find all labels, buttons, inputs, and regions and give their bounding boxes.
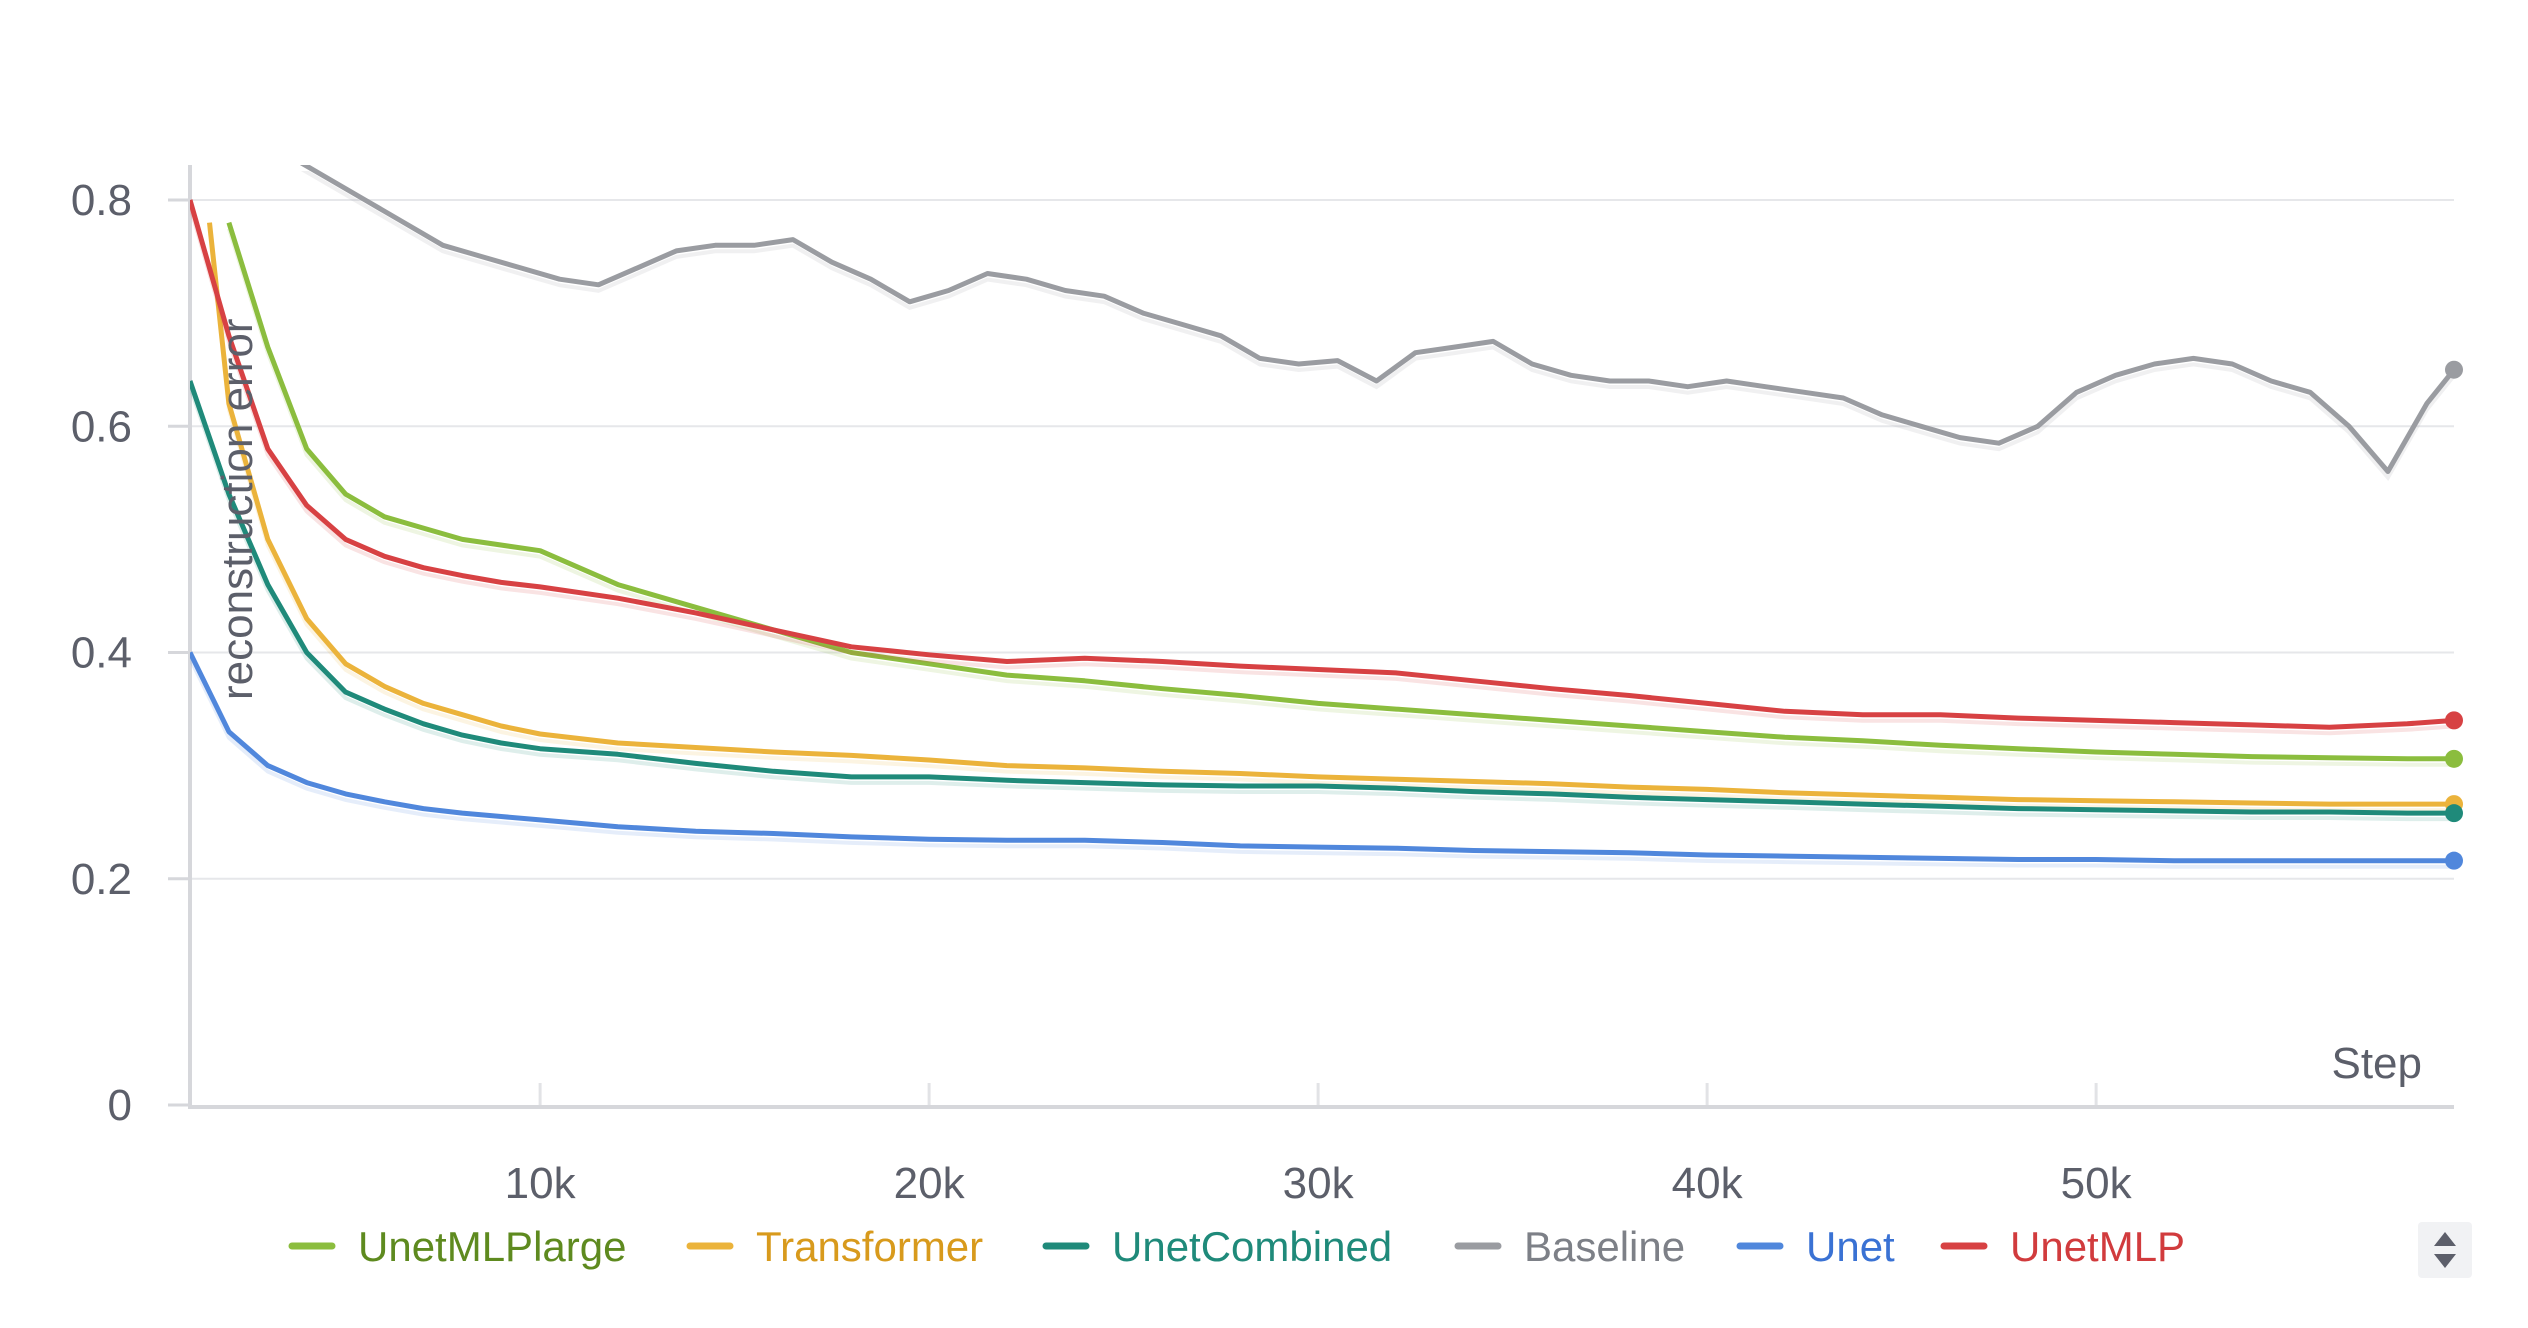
series-raw-transformer <box>207 228 2454 813</box>
y-axis-title: reconstruction error <box>213 319 262 700</box>
series-raw-unetmlp <box>190 205 2455 736</box>
series-raw-unet <box>190 657 2454 869</box>
series-raw-baseline <box>300 171 2456 481</box>
series-endpoint-unet[interactable] <box>2445 851 2463 870</box>
series-raw-unetcombined <box>190 386 2454 822</box>
scroll-down-icon[interactable] <box>2434 1254 2456 1268</box>
series-line-transformer[interactable] <box>207 222 2455 807</box>
gridlines <box>190 199 2454 880</box>
x-axis: 10k 20k 30k 40k 50k <box>190 1083 2454 1208</box>
series-endpoint-baseline[interactable] <box>2445 360 2463 379</box>
legend-scroll-box[interactable] <box>2418 1222 2472 1278</box>
x-tick-label: 30k <box>1283 1159 1355 1208</box>
legend-item-unetcombined[interactable]: UnetCombined <box>1042 1223 1392 1270</box>
legend-label: Baseline <box>1524 1223 1685 1270</box>
y-tick-label: 0.4 <box>71 629 132 678</box>
legend-label: Transformer <box>756 1223 983 1270</box>
legend-label: UnetCombined <box>1112 1223 1392 1270</box>
legend-label: UnetMLP <box>2010 1223 2185 1270</box>
series-lines <box>190 155 2456 869</box>
legend-label: UnetMLPlarge <box>358 1223 626 1270</box>
series-line-unet[interactable] <box>190 651 2454 864</box>
legend-item-transformer[interactable]: Transformer <box>686 1223 983 1270</box>
legend-scroll-control[interactable] <box>2418 1222 2472 1278</box>
legend-item-unetmlplarge[interactable]: UnetMLPlarge <box>288 1223 626 1270</box>
series-line-unetcombined[interactable] <box>190 380 2454 816</box>
legend: UnetMLPlarge Transformer UnetCombined Basel… <box>288 1223 2185 1270</box>
x-tick-label: 20k <box>894 1159 966 1208</box>
series-endpoints <box>2445 360 2463 870</box>
legend-item-unet[interactable]: Unet <box>1736 1223 1895 1270</box>
y-tick-label: 0.6 <box>71 402 132 451</box>
legend-item-baseline[interactable]: Baseline <box>1454 1223 1685 1270</box>
series-line-unetmlp[interactable] <box>190 199 2455 730</box>
x-tick-label: 40k <box>1672 1159 1744 1208</box>
y-tick-label: 0.2 <box>71 855 132 904</box>
series-endpoint-unetmlplarge[interactable] <box>2445 749 2463 768</box>
series-raw-unetmlplarge <box>226 228 2454 767</box>
y-tick-label: 0.8 <box>71 176 132 225</box>
legend-item-unetmlp[interactable]: UnetMLP <box>1940 1223 2185 1270</box>
y-axis: 0 0.2 0.4 0.6 0.8 <box>71 165 192 1130</box>
y-tick-label: 0 <box>108 1081 132 1130</box>
series-line-unetmlplarge[interactable] <box>226 221 2454 762</box>
series-endpoint-unetmlp[interactable] <box>2445 711 2463 730</box>
x-tick-label: 50k <box>2061 1159 2133 1208</box>
series-endpoint-unetcombined[interactable] <box>2445 804 2463 823</box>
series-line-baseline[interactable] <box>287 155 2456 474</box>
scroll-up-icon[interactable] <box>2434 1232 2456 1246</box>
legend-label: Unet <box>1806 1223 1895 1270</box>
x-axis-title: Step <box>2331 1039 2422 1088</box>
x-tick-label: 10k <box>505 1159 577 1208</box>
